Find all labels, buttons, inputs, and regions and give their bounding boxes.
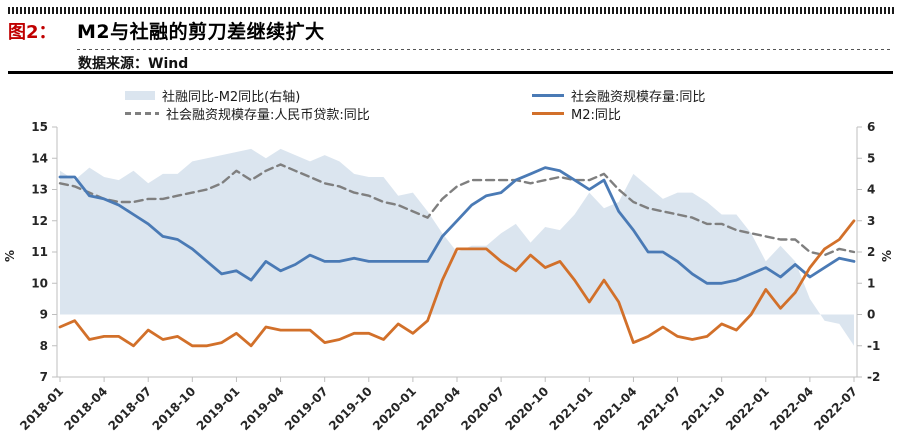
chart-plot: 1514131211109876543210-1-22018-012018-04… [3,120,894,433]
figure-title: M2与社融的剪刀差继续扩大 [77,21,325,43]
x-tick-label: 2020-10 [502,384,551,433]
x-tick-label: 2018-01 [17,384,66,433]
x-tick-label: 2019-10 [326,384,375,433]
y-left-tick-label: 15 [31,120,48,134]
y-right-tick-label: -2 [867,370,880,384]
source-separator-rule [8,71,893,74]
x-tick-label: 2020-01 [370,384,419,433]
legend-label-spread: 社融同比-M2同比(右轴) [162,90,301,105]
y-left-tick-label: 13 [31,183,48,197]
y-left-tick-label: 8 [40,339,48,353]
y-left-tick-label: 9 [40,308,48,322]
chart-legend: 社融同比-M2同比(右轴) 社会融资规模存量:人民币贷款:同比 社会融资规模存量… [0,80,900,123]
y-left-tick-label: 14 [31,151,48,165]
line-series-tsf [58,166,856,285]
y-left-tick-label: 11 [31,245,48,259]
title-row: 图2： M2与社融的剪刀差继续扩大 [8,17,890,44]
legend-item-spread: 社融同比-M2同比(右轴) [125,86,300,105]
area-swatch-icon [125,91,155,100]
orange-line-swatch-icon [532,112,564,115]
y-right-tick-label: -1 [867,339,880,353]
y-right-axis-unit: % [880,250,894,262]
y-right-tick-label: 1 [867,276,875,290]
y-right-tick-label: 6 [867,120,875,134]
dashed-line-swatch-icon [125,112,159,115]
x-tick-label: 2018-07 [105,384,154,433]
x-tick-label: 2020-07 [458,384,507,433]
legend-item-m2: M2:同比 [532,104,621,123]
x-tick-label: 2022-07 [811,384,860,433]
blue-line-swatch-icon [532,94,564,97]
x-tick-label: 2019-04 [238,384,287,433]
x-tick-label: 2022-01 [723,384,772,433]
x-tick-label: 2019-01 [194,384,243,433]
y-right-tick-label: 0 [867,308,875,322]
y-left-axis-unit: % [3,250,17,262]
title-separator [77,49,893,50]
data-source: 数据来源：Wind [78,56,189,72]
figure-label: 图2： [8,22,57,43]
y-left-tick-label: 7 [40,370,48,384]
x-tick-label: 2022-04 [767,384,816,433]
y-right-tick-label: 2 [867,245,875,259]
y-right-tick-label: 5 [867,151,875,165]
x-tick-label: 2019-07 [282,384,331,433]
legend-item-loans: 社会融资规模存量:人民币贷款:同比 [125,104,370,123]
area-series-spread [60,148,854,346]
y-right-tick-label: 3 [867,214,875,228]
top-dotted-rule [8,7,895,14]
legend-label-loans: 社会融资规模存量:人民币贷款:同比 [166,108,370,123]
y-right-tick-label: 4 [867,183,875,197]
x-tick-label: 2021-04 [591,384,640,433]
y-left-tick-label: 10 [31,276,48,290]
line-series-loans [58,163,856,257]
line-series-m2 [58,219,856,348]
x-tick-label: 2021-01 [547,384,596,433]
legend-label-m2: M2:同比 [571,108,621,123]
legend-label-tsf: 社会融资规模存量:同比 [571,90,706,105]
legend-item-tsf: 社会融资规模存量:同比 [532,86,705,105]
x-tick-label: 2020-04 [414,384,463,433]
x-tick-label: 2018-10 [150,384,199,433]
x-tick-label: 2021-10 [679,384,728,433]
y-left-tick-label: 12 [31,214,48,228]
x-tick-label: 2021-07 [635,384,684,433]
x-tick-label: 2018-04 [61,384,110,433]
